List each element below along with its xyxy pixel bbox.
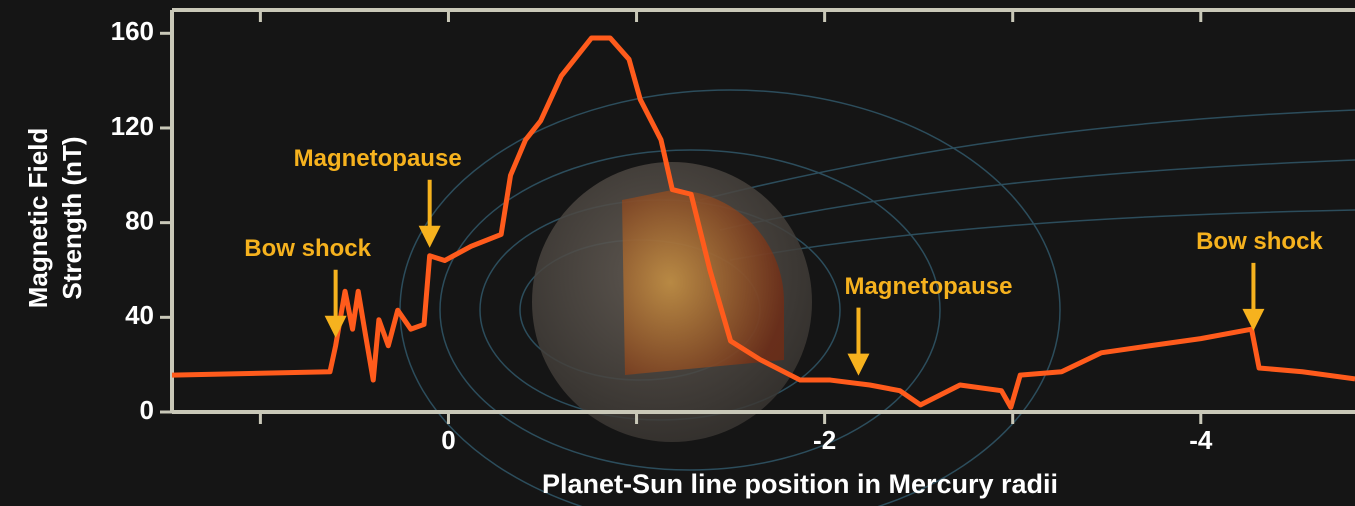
annotation-arrowhead	[1242, 308, 1265, 331]
x-tick-label: -4	[1189, 425, 1213, 455]
annotation-arrowhead	[324, 315, 347, 338]
annotation-text: Bow shock	[244, 235, 371, 262]
planet-core	[622, 190, 784, 375]
annotation-text: Magnetopause	[844, 273, 1012, 300]
y-tick-label: 160	[111, 16, 154, 46]
annotation-arrowhead	[418, 225, 441, 248]
y-tick-label: 40	[125, 300, 154, 330]
x-tick-label: 0	[441, 425, 455, 455]
annotation-arrowhead	[847, 353, 870, 376]
x-tick-label: -2	[813, 425, 836, 455]
y-tick-label: 0	[140, 395, 154, 425]
y-axis-label: Strength (nT)	[57, 136, 87, 299]
y-tick-label: 120	[111, 111, 154, 141]
x-axis-label: Planet-Sun line position in Mercury radi…	[542, 469, 1058, 499]
annotation-text: Bow shock	[1196, 228, 1323, 255]
data-line	[171, 35, 1355, 410]
y-axis-label: Magnetic Field	[23, 128, 53, 309]
y-tick-label: 80	[125, 206, 154, 236]
annotation-text: Magnetopause	[294, 145, 462, 172]
